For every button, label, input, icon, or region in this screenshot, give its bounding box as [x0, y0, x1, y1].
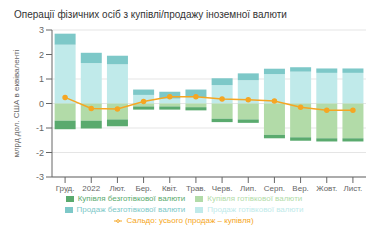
- svg-text:-2: -2: [36, 148, 44, 158]
- svg-text:Лист.: Лист.: [344, 184, 363, 193]
- svg-text:Бер.: Бер.: [135, 184, 151, 193]
- svg-text:Груд.: Груд.: [56, 184, 75, 193]
- html-text:Продаж готівкової валюти: Продаж готівкової валюти: [207, 205, 304, 214]
- svg-text:-1: -1: [36, 123, 44, 133]
- html-text:Операції фізичних осіб з купів: Операції фізичних осіб з купівлі/продажу…: [14, 9, 287, 20]
- svg-text:-3: -3: [36, 172, 44, 182]
- svg-text:Лип.: Лип.: [240, 184, 256, 193]
- html-text:Купівля безготівкової валюти: Купівля безготівкової валюти: [77, 194, 186, 203]
- svg-text:Квіт.: Квіт.: [162, 184, 178, 193]
- svg-text:Жовт.: Жовт.: [316, 184, 337, 193]
- svg-text:0: 0: [39, 99, 44, 109]
- svg-text:Трав.: Трав.: [186, 184, 206, 193]
- html-text:Купівля готівкової валюти: Купівля готівкової валюти: [207, 194, 303, 203]
- html-text:Сальдо: усього (продаж – купів: Сальдо: усього (продаж – купівля): [126, 216, 254, 225]
- svg-text:Вер.: Вер.: [292, 184, 308, 193]
- svg-text:2022: 2022: [82, 184, 100, 193]
- svg-text:3: 3: [39, 25, 44, 35]
- html-text:Продаж безготівкової валюти: Продаж безготівкової валюти: [76, 205, 186, 214]
- svg-text:2: 2: [39, 50, 44, 60]
- svg-text:1: 1: [39, 74, 44, 84]
- svg-text:Лют.: Лют.: [109, 184, 125, 193]
- svg-text:Серп.: Серп.: [264, 184, 285, 193]
- svg-text:млрд дол. США в еквіваленті: млрд дол. США в еквіваленті: [12, 49, 21, 157]
- svg-text:Черв.: Черв.: [212, 184, 233, 193]
